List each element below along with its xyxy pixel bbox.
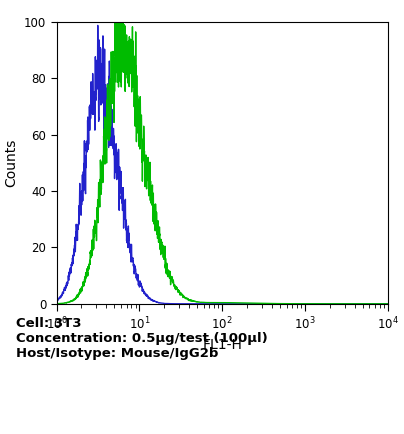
Text: Cell: 3T3
Concentration: 0.5μg/test (100μl)
Host/Isotype: Mouse/IgG2b: Cell: 3T3 Concentration: 0.5μg/test (100… [16,317,268,360]
Y-axis label: Counts: Counts [4,138,18,187]
X-axis label: FL1-H: FL1-H [202,338,242,352]
